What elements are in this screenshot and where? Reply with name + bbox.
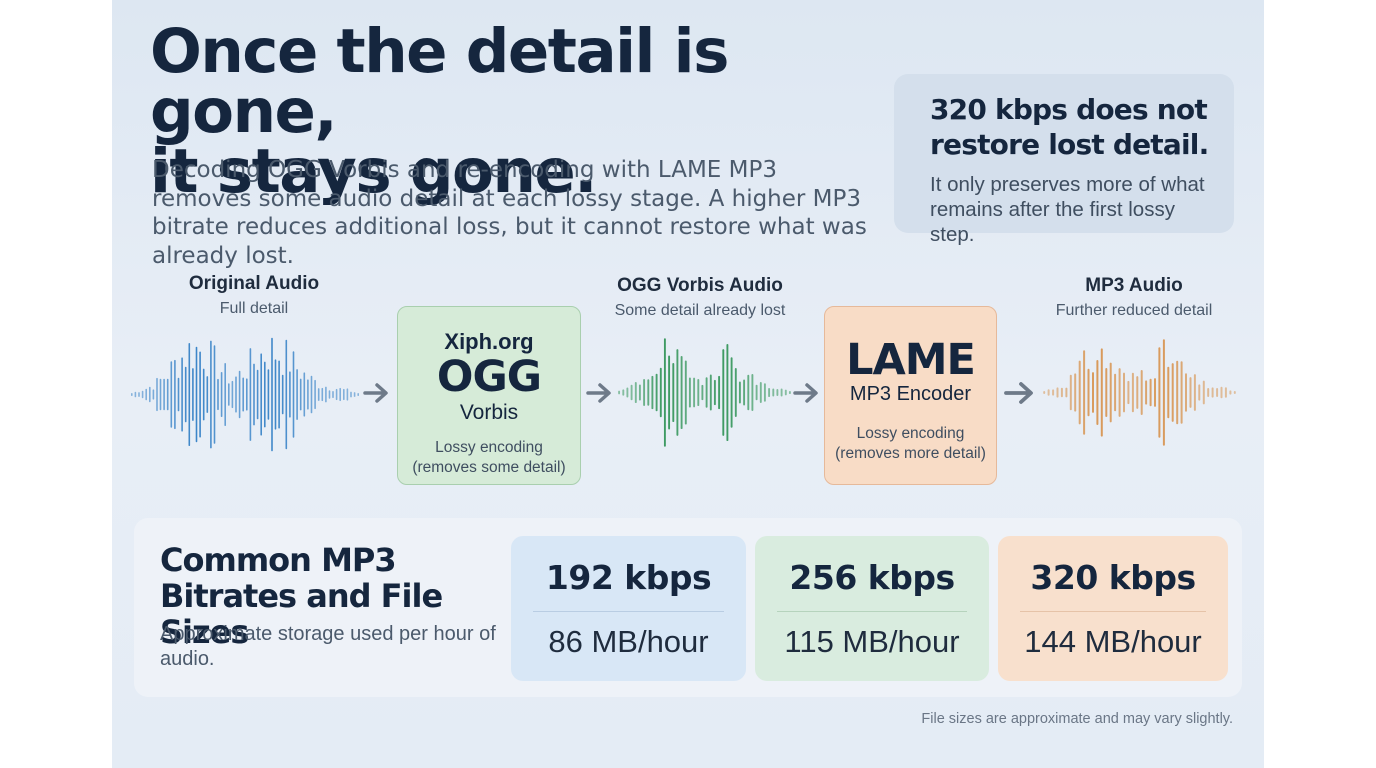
ogg-description: Lossy encoding (removes some detail) [398, 438, 580, 478]
lame-description: Lossy encoding (removes more detail) [825, 424, 996, 464]
right-arrow-icon [793, 380, 823, 411]
stage-mp3-subtitle: Further reduced detail [1055, 302, 1213, 319]
infographic-panel: Once the detail is gone, it stays gone. … [112, 0, 1264, 768]
stage-original-title: Original Audio [188, 273, 320, 294]
ogg-name: OGG [436, 352, 542, 402]
callout-text: It only preserves more of what remains a… [930, 173, 1205, 246]
lame-name: LAME [846, 335, 976, 385]
lame-description-line-1: Lossy encoding [856, 425, 965, 442]
headline-line-1: Once the detail is gone, [150, 16, 729, 147]
bitrate-card-192: 192 kbps 86 MB/hour [511, 536, 746, 681]
callout-title: 320 kbps does not restore lost detail. [930, 93, 1209, 161]
bitrate-value: 320 kbps [1030, 558, 1196, 597]
ogg-waveform [617, 335, 792, 450]
bitrate-card-320: 320 kbps 144 MB/hour [998, 536, 1228, 681]
stage-ogg-title: OGG Vorbis Audio [617, 275, 783, 296]
ogg-description-line-1: Lossy encoding [435, 439, 543, 456]
stage-original-subtitle: Full detail [219, 300, 289, 317]
bitrate-section-subtitle: Approximate storage used per hour of aud… [160, 623, 496, 670]
bitrate-section-title: Common MP3 Bitrates and File Sizes [160, 541, 443, 651]
headline-line-2: it stays gone. [150, 136, 597, 207]
stage-original-label: Original Audio Full detail [152, 273, 356, 318]
stage-mp3-title: MP3 Audio [1085, 275, 1183, 296]
stage-ogg-label: OGG Vorbis Audio Some detail already los… [590, 275, 810, 320]
ogg-description-line-2: (removes some detail) [412, 459, 566, 476]
right-arrow-icon [586, 380, 616, 411]
ogg-brand: Xiph.org [444, 329, 534, 354]
bitrate-card-256: 256 kbps 115 MB/hour [755, 536, 989, 681]
right-arrow-icon [1004, 379, 1038, 412]
headline: Once the detail is gone, it stays gone. [150, 16, 870, 207]
mp3-waveform [1042, 335, 1237, 450]
original-waveform [130, 322, 360, 467]
callout-box: 320 kbps does not restore lost detail. I… [894, 74, 1234, 246]
file-size-value: 86 MB/hour [548, 624, 709, 659]
card-divider [533, 611, 724, 612]
stage-mp3-label: MP3 Audio Further reduced detail [1034, 275, 1234, 320]
lame-description-line-2: (removes more detail) [835, 445, 986, 462]
intro-text: Decoding OGG Vorbis and re-encoding with… [152, 157, 867, 269]
stage-ogg-subtitle: Some detail already lost [614, 302, 786, 319]
file-size-value: 115 MB/hour [784, 624, 960, 659]
right-arrow-icon [363, 380, 393, 411]
lame-variant: MP3 Encoder [849, 383, 972, 405]
footnote: File sizes are approximate and may vary … [921, 711, 1233, 727]
lame-mp3-encoder-box: LAME MP3 Encoder Lossy encoding (removes… [824, 306, 997, 485]
bitrate-value: 192 kbps [545, 558, 712, 597]
ogg-variant: Vorbis [459, 401, 519, 424]
bitrate-value: 256 kbps [789, 558, 955, 597]
card-divider [1020, 611, 1206, 612]
card-divider [777, 611, 967, 612]
ogg-vorbis-encoder-box: Xiph.org OGG Vorbis Lossy encoding (remo… [397, 306, 581, 485]
file-size-value: 144 MB/hour [1024, 624, 1202, 659]
